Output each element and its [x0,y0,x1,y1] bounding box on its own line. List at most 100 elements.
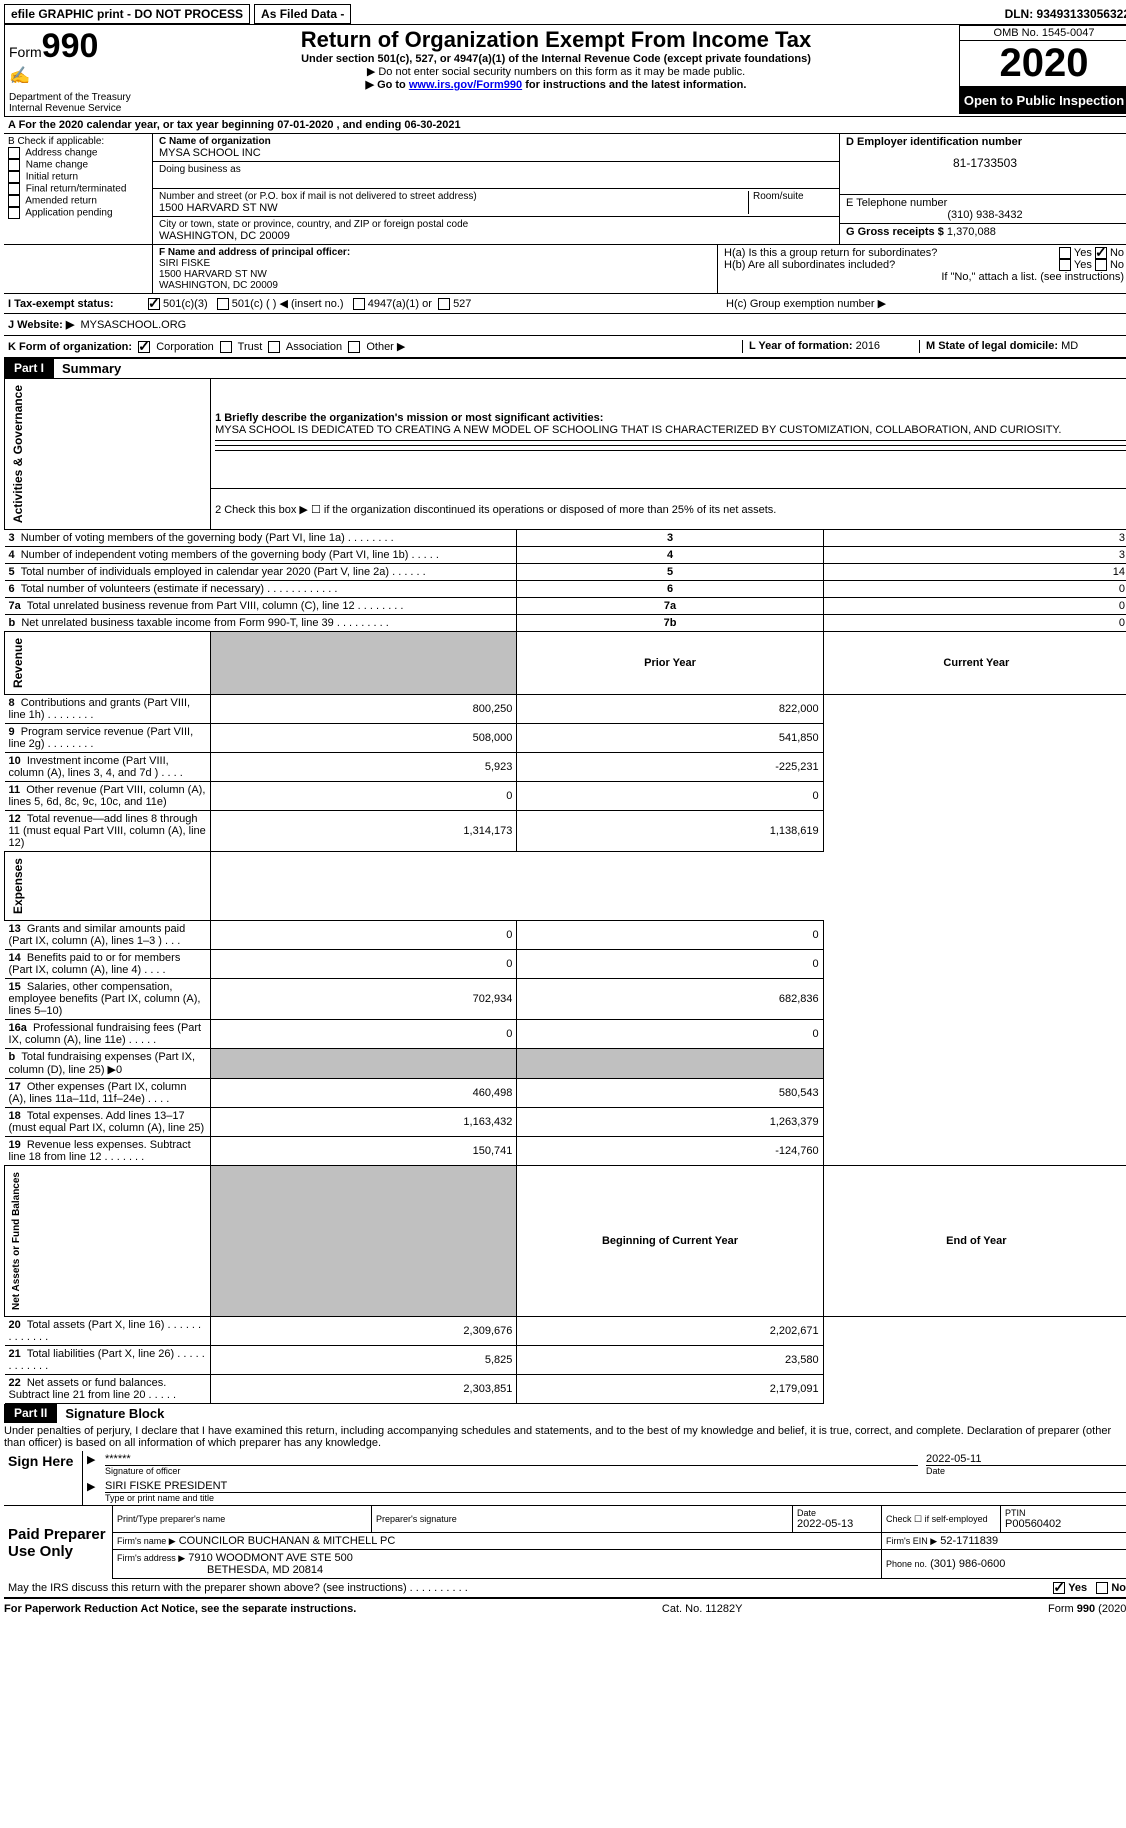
summary-row: 4 Number of independent voting members o… [5,547,1126,564]
sub3-pre: ▶ Go to [366,79,409,91]
discuss-yes-checkbox[interactable] [1053,1582,1065,1594]
box-c: C Name of organization MYSA SCHOOL INC D… [153,134,839,244]
efile-box: efile GRAPHIC print - DO NOT PROCESS [4,4,250,24]
summary-row: 6 Total number of volunteers (estimate i… [5,581,1126,598]
box-f-label: F Name and address of principal officer: [159,247,350,258]
527-checkbox[interactable] [438,298,450,310]
boxB-option: Amended return [8,195,148,207]
sign-here: Sign Here [4,1451,83,1505]
boxK-checkbox[interactable] [138,341,150,353]
officer-name: SIRI FISKE [159,258,711,269]
dba-label: Doing business as [159,164,833,175]
boxK-checkbox[interactable] [348,341,360,353]
revenue-row: 10 Investment income (Part VIII, column … [5,753,1126,782]
4947-checkbox[interactable] [353,298,365,310]
expense-row: 15 Salaries, other compensation, employe… [5,979,1126,1020]
footer-left: For Paperwork Reduction Act Notice, see … [4,1603,356,1615]
year-formation: 2016 [856,340,880,352]
boxB-option: Final return/terminated [8,183,148,195]
h-b-yes-checkbox[interactable] [1059,259,1071,271]
form-label: Form [9,44,42,60]
boxB-checkbox[interactable] [8,159,20,171]
h-a-yes-checkbox[interactable] [1059,247,1071,259]
officer-street: 1500 HARVARD ST NW [159,269,711,280]
firm-addr-label: Firm's address ▶ [117,1553,185,1563]
paid-preparer: Paid Preparer Use Only [4,1506,113,1579]
h-a: H(a) Is this a group return for subordin… [724,247,937,259]
expense-row: 14 Benefits paid to or for members (Part… [5,950,1126,979]
penalty-text: Under penalties of perjury, I declare th… [4,1423,1126,1451]
h-a-no-checkbox[interactable] [1095,247,1107,259]
box-m-label: M State of legal domicile: [926,340,1058,352]
firm-name-label: Firm's name ▶ [117,1536,176,1546]
boxB-option: Initial return [8,171,148,183]
expense-row: 13 Grants and similar amounts paid (Part… [5,921,1126,950]
summary-row: 7a Total unrelated business revenue from… [5,598,1126,615]
expense-row: b Total fundraising expenses (Part IX, c… [5,1049,1126,1079]
omb-number: OMB No. 1545-0047 [959,25,1126,41]
netassets-row: 22 Net assets or fund balances. Subtract… [5,1375,1126,1404]
boxB-checkbox[interactable] [8,183,20,195]
box-i-label: I Tax-exempt status: [8,298,114,310]
box-b: B Check if applicable: Address change Na… [4,134,153,244]
boxB-option: Address change [8,147,148,159]
sig-date-label: Date [926,1466,1126,1476]
irs-link[interactable]: www.irs.gov/Form990 [409,79,522,91]
state-domicile: MD [1061,340,1078,352]
form-number: 990 [42,27,99,65]
box-l-label: L Year of formation: [749,340,853,352]
firm-addr2: BETHESDA, MD 20814 [117,1564,323,1576]
phone-label: E Telephone number [846,197,1124,209]
l2: 2 Check this box ▶ ☐ if the organization… [211,488,1126,529]
street-label: Number and street (or P.O. box if mail i… [159,191,748,202]
topbar: efile GRAPHIC print - DO NOT PROCESS As … [4,4,1126,24]
revenue-row: 12 Total revenue—add lines 8 through 11 … [5,811,1126,852]
firm-ein-label: Firm's EIN ▶ [886,1536,937,1546]
boxK-checkbox[interactable] [268,341,280,353]
footer: For Paperwork Reduction Act Notice, see … [4,1599,1126,1615]
501c-checkbox[interactable] [217,298,229,310]
header-mid: Return of Organization Exempt From Incom… [153,25,959,116]
boxK-checkbox[interactable] [220,341,232,353]
tax-year: 2020 [959,41,1126,87]
sig-stars: ****** [105,1453,918,1466]
prep-date: 2022-05-13 [797,1518,877,1530]
vlabel-rev: Revenue [9,634,27,692]
revenue-row: 11 Other revenue (Part VIII, column (A),… [5,782,1126,811]
col-end: End of Year [823,1166,1126,1317]
prep-sig-label: Preparer's signature [376,1514,788,1524]
boxB-checkbox[interactable] [8,207,20,219]
ein: 81-1733503 [846,148,1124,170]
sig-date: 2022-05-11 [926,1453,1126,1466]
boxB-checkbox[interactable] [8,195,20,207]
officer-name-title: SIRI FISKE PRESIDENT [105,1480,1126,1493]
name-title-label: Type or print name and title [105,1493,1126,1503]
officer-city: WASHINGTON, DC 20009 [159,280,711,291]
org-name: MYSA SCHOOL INC [159,147,833,159]
boxB-option: Name change [8,159,148,171]
part-1-header: Part I Summary [4,359,1126,378]
boxB-checkbox[interactable] [8,147,20,159]
prep-phone: (301) 986-0600 [930,1558,1005,1570]
prep-date-label: Date [797,1508,877,1518]
asfiled-box: As Filed Data - [254,4,351,24]
part-1-tab: Part I [4,359,54,378]
501c3-checkbox[interactable] [148,298,160,310]
discuss-no-checkbox[interactable] [1096,1582,1108,1594]
boxB-checkbox[interactable] [8,171,20,183]
h-b-no-checkbox[interactable] [1095,259,1107,271]
expense-row: 18 Total expenses. Add lines 13–17 (must… [5,1108,1126,1137]
part-2-header: Part II Signature Block [4,1404,1126,1423]
expense-row: 19 Revenue less expenses. Subtract line … [5,1137,1126,1166]
netassets-row: 20 Total assets (Part X, line 16) . . . … [5,1317,1126,1346]
street: 1500 HARVARD ST NW [159,202,748,214]
part-1-title: Summary [54,359,129,378]
expense-row: 17 Other expenses (Part IX, column (A), … [5,1079,1126,1108]
revenue-row: 9 Program service revenue (Part VIII, li… [5,724,1126,753]
revenue-row: 8 Contributions and grants (Part VIII, l… [5,695,1126,724]
part-2-title: Signature Block [57,1404,172,1423]
firm-addr1: 7910 WOODMONT AVE STE 500 [188,1552,353,1564]
vlabel-ag: Activities & Governance [9,381,27,527]
boxB-option: Application pending [8,207,148,219]
subtitle-2: ▶ Do not enter social security numbers o… [155,65,957,78]
